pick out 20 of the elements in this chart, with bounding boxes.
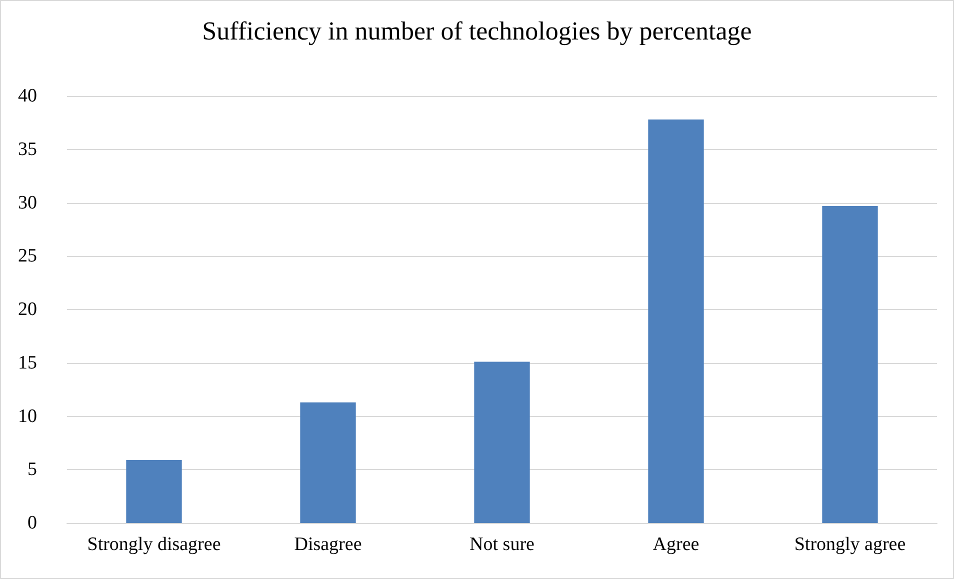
x-tick-label: Strongly agree	[794, 534, 906, 555]
y-tick-label: 25	[18, 246, 37, 267]
x-tick-label: Strongly disagree	[87, 534, 221, 555]
y-tick-label: 20	[18, 299, 37, 320]
y-tick-label: 10	[18, 406, 37, 427]
x-tick-label: Disagree	[294, 534, 362, 555]
bar	[474, 362, 530, 523]
y-tick-label: 5	[28, 459, 37, 480]
y-tick-label: 30	[18, 192, 37, 214]
bar	[126, 460, 182, 523]
y-tick-label: 40	[18, 86, 37, 106]
y-tick-label: 15	[18, 352, 37, 374]
bar	[648, 119, 704, 523]
y-tick-label: 35	[18, 138, 37, 160]
x-tick-label: Not sure	[470, 534, 534, 555]
x-tick-label: Agree	[652, 534, 700, 555]
bar	[300, 402, 356, 523]
y-tick-label: 0	[28, 512, 37, 534]
bar	[822, 206, 878, 523]
chart-title: Sufficiency in number of technologies by percentage	[202, 16, 752, 46]
